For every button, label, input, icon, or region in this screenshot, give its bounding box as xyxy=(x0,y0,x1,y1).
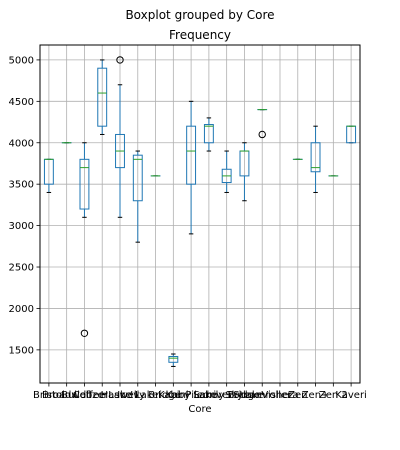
x-tick-label: Kabini xyxy=(158,390,189,401)
box-group xyxy=(221,150,232,193)
y-tick-label: 2000 xyxy=(9,304,34,315)
x-tick-label: Bristol xyxy=(33,390,65,401)
chart-suptitle: Boxplot grouped by Core xyxy=(125,8,274,22)
box-group xyxy=(346,125,357,144)
box-group xyxy=(115,56,125,218)
outlier-point xyxy=(80,329,89,337)
x-tick-label: Vishera xyxy=(261,390,298,401)
x-tick-label: Bulldozer xyxy=(61,390,109,401)
outlier-point xyxy=(258,130,266,139)
box-iqr xyxy=(132,154,143,202)
y-tick-label: 5000 xyxy=(9,55,34,66)
box-group xyxy=(43,158,54,193)
x-tick-label: Kaby Lake xyxy=(165,390,216,401)
y-axis: 1500 2000 2500 3000 3500 4000 4500 5000 xyxy=(9,55,40,356)
box-iqr xyxy=(186,125,197,185)
box-group xyxy=(79,142,90,337)
box-group xyxy=(203,117,214,152)
y-tick-label: 2500 xyxy=(9,263,34,274)
box-group xyxy=(168,353,179,367)
box-group xyxy=(97,59,108,135)
x-tick-label: Broadwell xyxy=(42,390,91,401)
y-tick-label: 4000 xyxy=(9,138,34,149)
y-tick-label: 1500 xyxy=(9,345,34,356)
x-axis-label: Core xyxy=(188,404,211,415)
box-group xyxy=(257,109,268,139)
box-iqr xyxy=(203,124,214,144)
box-iqr xyxy=(168,355,179,363)
box-iqr xyxy=(310,142,321,173)
x-tick-label: Ice Lake xyxy=(117,390,158,401)
x-tick-label: Kaveri xyxy=(335,390,366,401)
box-layer xyxy=(43,56,357,367)
box-group xyxy=(310,125,321,193)
y-tick-label: 3000 xyxy=(9,221,34,232)
x-tick-label: Zen+ xyxy=(302,390,330,401)
x-tick-label: Steamroller xyxy=(233,390,292,401)
box-iqr xyxy=(79,158,90,210)
outlier-point xyxy=(116,56,124,64)
plot-frame xyxy=(39,44,361,384)
x-tick-label: Ivy Bridge xyxy=(130,390,181,401)
box-group xyxy=(239,142,250,202)
x-tick-label: Sandy Bridge xyxy=(193,390,260,401)
x-tick-label: Zen 2 xyxy=(319,390,348,401)
box-iqr xyxy=(97,67,108,127)
x-tick-label: Haswell xyxy=(101,390,140,401)
box-group xyxy=(132,150,143,243)
x-tick-label: Zen xyxy=(288,390,307,401)
y-tick-label: 3500 xyxy=(9,180,34,191)
x-tick-label: Coffee Lake xyxy=(73,390,132,401)
x-tick-label: Skylake xyxy=(225,390,263,401)
y-tick-label: 4500 xyxy=(9,97,34,108)
box-group xyxy=(186,100,197,235)
chart-title: Frequency xyxy=(169,28,231,42)
x-tick-label: Piledriver xyxy=(185,390,233,401)
